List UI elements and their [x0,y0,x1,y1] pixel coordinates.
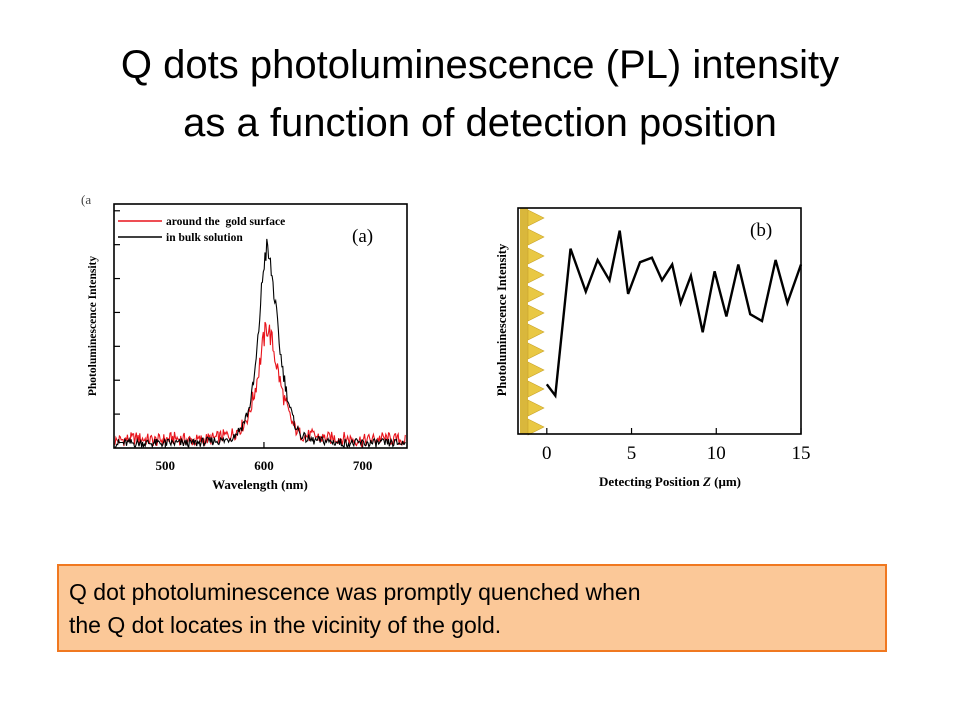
chart-a-series-gold-surface [114,321,406,449]
gold-nanostructure-tooth [527,247,545,265]
chart-b-series-intensity [545,230,803,399]
gold-nanostructure-tooth [527,228,545,246]
chart-b-xlabel: Detecting Position Z (μm) [599,474,741,489]
gold-nanostructure-tooth [527,361,545,379]
slide-title-line-1: Q dots photoluminescence (PL) intensity [120,43,840,87]
caption-line-1: Q dot photoluminescence was promptly que… [69,579,641,605]
chart-b-ylabel: Photoluminescence Intensity [495,243,509,396]
chart-a-plot-frame [113,203,408,449]
gold-nanostructure-tooth [527,285,545,303]
gold-nanostructure-tooth [527,304,545,322]
chart-a-ylabel: Photoluminescence Intensity [87,256,99,396]
figure-a: (a Photoluminescence Intensity 500 600 700… [80,184,420,496]
chart-a-xtick-label: 700 [353,458,373,473]
gold-nanostructure-tooth [527,342,545,360]
chart-a-series-bulk-solution [114,238,406,449]
chart-a-corner-label: (a [81,192,91,207]
gold-nanostructure-tooth [527,399,545,417]
chart-a-panel-label: (a) [352,226,373,247]
slide-title: Q dots photoluminescence (PL) intensity … [0,36,960,152]
chart-b-panel-label: (b) [750,220,772,241]
chart-a-xtick-label: 500 [156,458,176,473]
slide-title-line-2: as a function of detection position [183,101,777,145]
chart-b-plot-frame [517,207,802,435]
caption-box: Q dot photoluminescence was promptly que… [57,564,887,652]
gold-nanostructure-tooth [527,418,545,436]
gold-surface-strip [520,208,528,434]
caption-line-2: the Q dot locates in the vicinity of the… [69,612,502,638]
chart-b-xtick-label: 0 [542,443,552,464]
chart-b-xtick-label: 15 [792,443,811,464]
chart-a-svg: (a Photoluminescence Intensity 500 600 700… [81,192,408,492]
chart-a-legend-label-red: around the gold surface [166,216,285,228]
chart-b-xtick-label: 5 [627,443,637,464]
figure-b: Photoluminescence Intensity 0 5 10 15 (b) D… [488,190,820,494]
gold-nanostructure-tooth [527,266,545,284]
gold-nanostructure-tooth [527,323,545,341]
chart-b-xtick-label: 10 [707,443,726,464]
chart-a-xlabel: Wavelength (nm) [212,477,308,492]
chart-b-svg: Photoluminescence Intensity 0 5 10 15 (b) D… [495,207,811,489]
gold-nanostructure-tooth [527,380,545,398]
chart-a-xtick-label: 600 [254,458,274,473]
gold-nanostructure-tooth [527,209,545,227]
gold-surface [520,208,545,436]
chart-a-legend-label-black: in bulk solution [166,232,243,244]
chart-a-legend: around the gold surface in bulk solution [118,216,285,244]
